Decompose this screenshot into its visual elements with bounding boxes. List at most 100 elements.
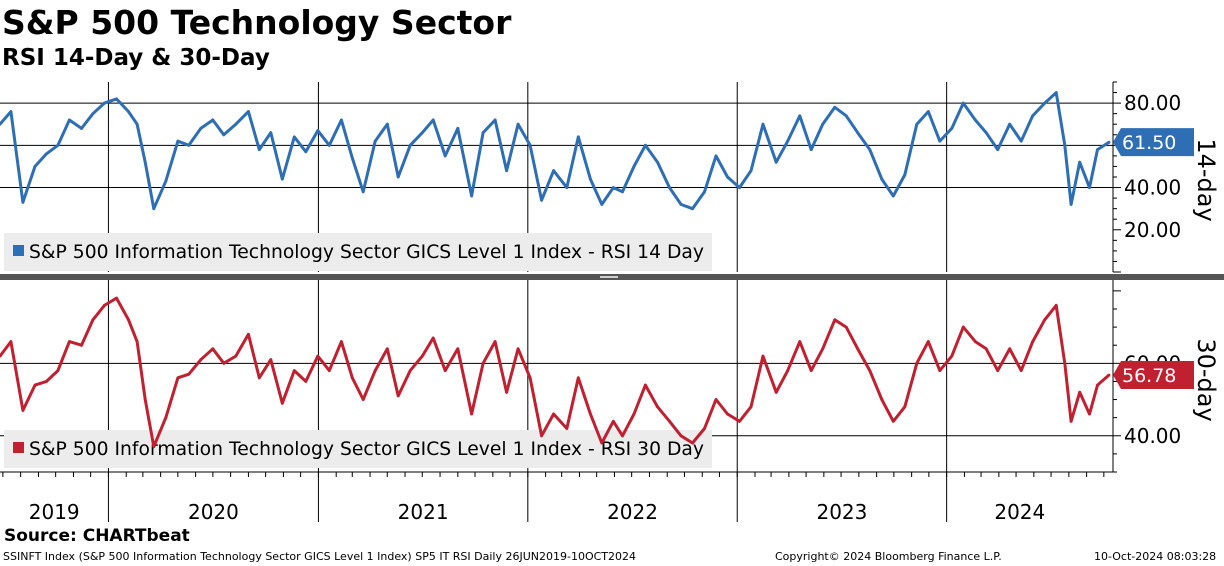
- data-point: [1008, 347, 1012, 351]
- data-point: [269, 131, 273, 135]
- data-point: [891, 419, 895, 423]
- data-point: [926, 110, 930, 113]
- data-point: [340, 340, 343, 343]
- data-point: [1019, 369, 1023, 372]
- data-point: [540, 434, 543, 438]
- data-point: [516, 347, 520, 351]
- data-point: [247, 332, 250, 336]
- data-point: [45, 380, 48, 383]
- data-point: [833, 318, 837, 322]
- data-point: [726, 412, 729, 416]
- data-point: [211, 118, 215, 122]
- last-value-label: 56.78: [1122, 365, 1176, 387]
- data-point: [9, 110, 13, 113]
- data-point: [761, 122, 765, 126]
- data-point: [1107, 373, 1111, 377]
- data-point: [1043, 318, 1047, 322]
- data-point: [1054, 91, 1058, 94]
- data-point: [552, 169, 555, 173]
- data-point: [621, 190, 624, 194]
- data-point: [984, 131, 988, 135]
- y-axis-title: 30-day: [1192, 338, 1220, 421]
- data-point: [199, 126, 203, 130]
- data-point: [761, 354, 765, 358]
- data-point: [644, 143, 647, 147]
- data-point: [1031, 340, 1035, 343]
- data-point: [0, 354, 2, 358]
- data-point: [903, 173, 907, 177]
- last-value-tag: 61.50: [1113, 128, 1194, 157]
- data-point: [903, 405, 907, 409]
- data-point: [234, 122, 238, 126]
- y-tick-label: 20.00: [1124, 218, 1181, 242]
- data-point: [809, 148, 813, 152]
- panel-divider-handle[interactable]: [600, 276, 618, 278]
- data-point: [961, 101, 965, 105]
- data-point: [938, 369, 942, 372]
- data-point: [222, 133, 226, 137]
- data-point: [103, 304, 106, 307]
- data-point: [786, 369, 790, 372]
- data-point: [211, 347, 215, 351]
- data-point: [516, 122, 520, 126]
- data-point: [152, 207, 156, 211]
- data-point: [143, 160, 147, 164]
- data-point: [327, 369, 331, 372]
- y-axis-title: 14-day: [1192, 138, 1220, 221]
- data-point: [774, 160, 778, 164]
- data-point: [691, 207, 694, 211]
- data-point: [868, 369, 872, 372]
- y-tick-label: 40.00: [1124, 176, 1181, 200]
- data-point: [611, 419, 615, 423]
- data-point: [493, 118, 497, 122]
- data-point: [91, 112, 95, 116]
- last-value-badge: [1113, 128, 1194, 157]
- data-point: [565, 427, 569, 430]
- data-point: [1019, 139, 1023, 143]
- legend[interactable]: S&P 500 Information Technology Sector GI…: [4, 430, 712, 468]
- data-point: [292, 135, 296, 139]
- x-tick-label: 2020: [188, 500, 239, 524]
- data-point: [33, 165, 37, 168]
- data-point: [1031, 114, 1035, 118]
- data-point: [703, 190, 706, 194]
- data-point: [961, 325, 965, 329]
- data-point: [80, 343, 83, 347]
- data-point: [361, 190, 365, 194]
- legend-box: [4, 233, 712, 271]
- data-point: [280, 177, 284, 181]
- data-point: [350, 156, 354, 160]
- data-point: [373, 139, 377, 143]
- data-point: [950, 354, 954, 358]
- data-point: [1063, 143, 1067, 147]
- data-point: [9, 340, 13, 343]
- legend-label: S&P 500 Information Technology Sector GI…: [29, 241, 704, 263]
- data-point: [844, 114, 848, 118]
- data-point: [187, 143, 191, 147]
- data-point: [632, 412, 636, 416]
- footer-timestamp: 10-Oct-2024 08:03:28: [1094, 550, 1217, 563]
- data-point: [821, 122, 825, 126]
- data-point: [456, 347, 460, 351]
- data-point: [327, 143, 331, 147]
- data-point: [176, 376, 180, 380]
- data-point: [292, 369, 296, 372]
- data-point: [164, 179, 168, 183]
- data-point: [152, 445, 156, 448]
- data-point: [68, 340, 71, 343]
- legend[interactable]: S&P 500 Information Technology Sector GI…: [4, 233, 712, 271]
- legend-swatch: [13, 245, 24, 256]
- data-point: [915, 361, 919, 365]
- data-point: [408, 369, 412, 372]
- data-point: [1043, 101, 1047, 105]
- data-point: [726, 175, 729, 179]
- data-point: [644, 383, 647, 387]
- data-point: [1054, 304, 1058, 307]
- data-point: [973, 340, 977, 343]
- chart-subtitle: RSI 14-Day & 30-Day: [2, 45, 270, 71]
- data-point: [199, 358, 203, 362]
- data-point: [833, 105, 837, 109]
- data-point: [621, 434, 624, 438]
- last-value-label: 61.50: [1122, 132, 1176, 154]
- data-point: [1107, 140, 1111, 144]
